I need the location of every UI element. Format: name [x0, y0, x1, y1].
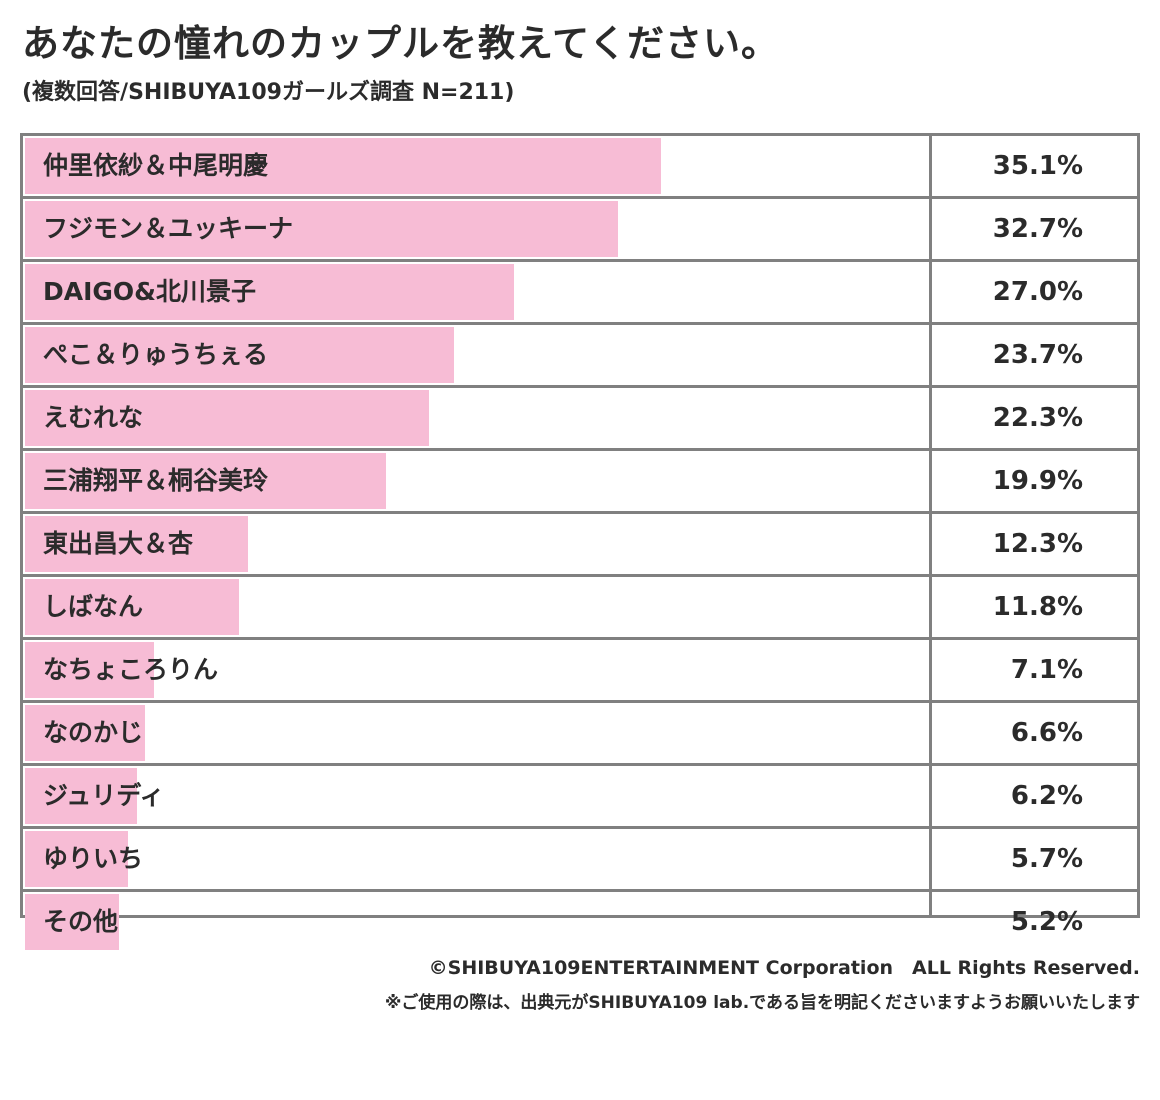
- chart-subtitle: (複数回答/SHIBUYA109ガールズ調査 N=211): [22, 80, 515, 105]
- bar-cell: しばなん: [23, 577, 929, 637]
- table-row: DAIGO&北川景子 27.0%: [23, 262, 1137, 322]
- bar-cell: ジュリディ: [23, 766, 929, 826]
- category-label: ぺこ＆りゅうちぇる: [43, 340, 269, 369]
- bar: [25, 201, 618, 257]
- value-label: 23.7%: [992, 340, 1083, 370]
- category-label: DAIGO&北川景子: [43, 277, 256, 306]
- bar: [25, 390, 429, 446]
- bar: [25, 264, 514, 320]
- bar: [25, 516, 248, 572]
- value-label: 19.9%: [992, 466, 1083, 496]
- bar: [25, 453, 386, 509]
- row-divider: [23, 700, 1137, 703]
- row-divider: [23, 196, 1137, 199]
- table-row: なのかじ 6.6%: [23, 703, 1137, 763]
- value-label: 5.7%: [1010, 844, 1083, 874]
- value-label: 32.7%: [992, 214, 1083, 244]
- bar: [25, 894, 119, 950]
- table-row: フジモン＆ユッキーナ 32.7%: [23, 199, 1137, 259]
- category-label: えむれな: [43, 403, 144, 432]
- bar-cell: ゆりいち: [23, 829, 929, 889]
- value-label: 22.3%: [992, 403, 1083, 433]
- chart-title: あなたの憧れのカップルを教えてください。: [22, 22, 780, 65]
- bar: [25, 831, 128, 887]
- category-label: ジュリディ: [43, 781, 165, 810]
- value-label: 7.1%: [1010, 655, 1083, 685]
- copyright-text: ©SHIBUYA109ENTERTAINMENT Corporation ALL…: [428, 957, 1140, 979]
- bar-chart-table: 仲里依紗＆中尾明慶 35.1% フジモン＆ユッキーナ 32.7% DAIGO&北川景子 2…: [20, 133, 1140, 950]
- table-row: ジュリディ 6.2%: [23, 766, 1137, 826]
- table-row: ぺこ＆りゅうちぇる 23.7%: [23, 325, 1137, 385]
- bar: [25, 768, 137, 824]
- category-label: フジモン＆ユッキーナ: [43, 214, 294, 243]
- value-label: 35.1%: [992, 151, 1083, 181]
- bar: [25, 642, 154, 698]
- bar-cell: その他: [23, 892, 929, 952]
- row-divider: [23, 889, 1137, 892]
- bar-cell: 三浦翔平＆桐谷美玲: [23, 451, 929, 511]
- category-label: 三浦翔平＆桐谷美玲: [43, 466, 269, 495]
- value-label: 6.6%: [1010, 718, 1083, 748]
- bar-cell: 東出昌大＆杏: [23, 514, 929, 574]
- row-divider: [23, 637, 1137, 640]
- column-divider: [929, 136, 932, 915]
- row-divider: [23, 826, 1137, 829]
- table-row: 三浦翔平＆桐谷美玲 19.9%: [23, 451, 1137, 511]
- table-row: 仲里依紗＆中尾明慶 35.1%: [23, 136, 1137, 196]
- value-label: 12.3%: [992, 529, 1083, 559]
- table-row: なちょころりん 7.1%: [23, 640, 1137, 700]
- category-label: しばなん: [43, 592, 144, 621]
- value-label: 27.0%: [992, 277, 1083, 307]
- bar-cell: なちょころりん: [23, 640, 929, 700]
- bar: [25, 327, 454, 383]
- row-divider: [23, 259, 1137, 262]
- category-label: 仲里依紗＆中尾明慶: [43, 151, 269, 180]
- bar: [25, 705, 145, 761]
- category-label: なのかじ: [43, 718, 144, 747]
- bar: [25, 579, 239, 635]
- usage-notice: ※ご使用の際は、出典元がSHIBUYA109 lab.である旨を明記くださいます…: [384, 993, 1140, 1013]
- table-row: えむれな 22.3%: [23, 388, 1137, 448]
- table-row: しばなん 11.8%: [23, 577, 1137, 637]
- row-divider: [23, 385, 1137, 388]
- row-divider: [23, 448, 1137, 451]
- row-divider: [23, 511, 1137, 514]
- bar-cell: えむれな: [23, 388, 929, 448]
- table-row: その他 5.2%: [23, 892, 1137, 952]
- bar-cell: フジモン＆ユッキーナ: [23, 199, 929, 259]
- category-label: ゆりいち: [43, 844, 144, 873]
- table-row: ゆりいち 5.7%: [23, 829, 1137, 889]
- table-row: 東出昌大＆杏 12.3%: [23, 514, 1137, 574]
- value-label: 6.2%: [1010, 781, 1083, 811]
- category-label: なちょころりん: [43, 655, 219, 684]
- row-divider: [23, 574, 1137, 577]
- row-divider: [23, 322, 1137, 325]
- value-label: 11.8%: [992, 592, 1083, 622]
- row-divider: [23, 763, 1137, 766]
- value-label: 5.2%: [1010, 907, 1083, 937]
- bar-cell: なのかじ: [23, 703, 929, 763]
- bar-cell: DAIGO&北川景子: [23, 262, 929, 322]
- bar-cell: 仲里依紗＆中尾明慶: [23, 136, 929, 196]
- category-label: 東出昌大＆杏: [43, 529, 194, 558]
- bar: [25, 138, 661, 194]
- bar-cell: ぺこ＆りゅうちぇる: [23, 325, 929, 385]
- category-label: その他: [43, 907, 119, 936]
